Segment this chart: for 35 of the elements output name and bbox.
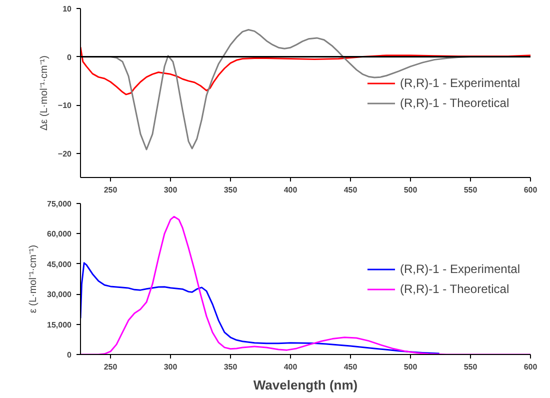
x-tick-label: 550: [464, 186, 478, 194]
legend-label: (R,R)-1 - Theoretical: [400, 282, 510, 296]
y-tick-label: 30,000: [47, 290, 72, 300]
x-axis-title: Wavelength (nm): [253, 378, 358, 392]
y-tick-label: −10: [58, 101, 72, 110]
x-tick-label: 300: [164, 362, 178, 372]
x-tick-label: 500: [404, 186, 418, 194]
x-tick-label: 300: [164, 186, 178, 194]
y-tick-label: 0: [67, 52, 72, 62]
y-tick-label: 75,000: [47, 200, 72, 208]
x-tick-label: 400: [284, 186, 298, 194]
line-series: [80, 262, 440, 354]
y-tick-label: 60,000: [47, 230, 72, 239]
y-tick-label: 0: [67, 350, 72, 360]
x-tick-label: 250: [104, 186, 118, 194]
y-axis-title: Δε (L·mol⁻¹·cm⁻¹): [38, 56, 50, 130]
x-tick-label: 250: [104, 362, 118, 372]
legend-label: (R,R)-1 - Experimental: [400, 76, 520, 90]
line-series: [80, 46, 530, 96]
x-tick-label: 550: [464, 362, 478, 372]
y-tick-label: 15,000: [47, 320, 72, 330]
x-tick-label: 600: [524, 186, 538, 194]
x-tick-label: 350: [224, 186, 238, 194]
x-tick-label: 500: [404, 362, 418, 372]
y-tick-label: −20: [58, 149, 72, 158]
y-tick-label: 45,000: [47, 260, 72, 269]
x-tick-label: 450: [344, 362, 358, 372]
x-tick-label: 400: [284, 362, 298, 372]
y-tick-label: 10: [62, 4, 72, 14]
legend-label: (R,R)-1 - Theoretical: [400, 96, 510, 110]
legend-label: (R,R)-1 - Experimental: [400, 262, 520, 276]
x-tick-label: 450: [344, 186, 358, 194]
y-axis-title: ε (L·mol⁻¹·cm⁻¹): [28, 244, 40, 314]
x-tick-label: 600: [524, 362, 538, 372]
x-tick-label: 350: [224, 362, 238, 372]
